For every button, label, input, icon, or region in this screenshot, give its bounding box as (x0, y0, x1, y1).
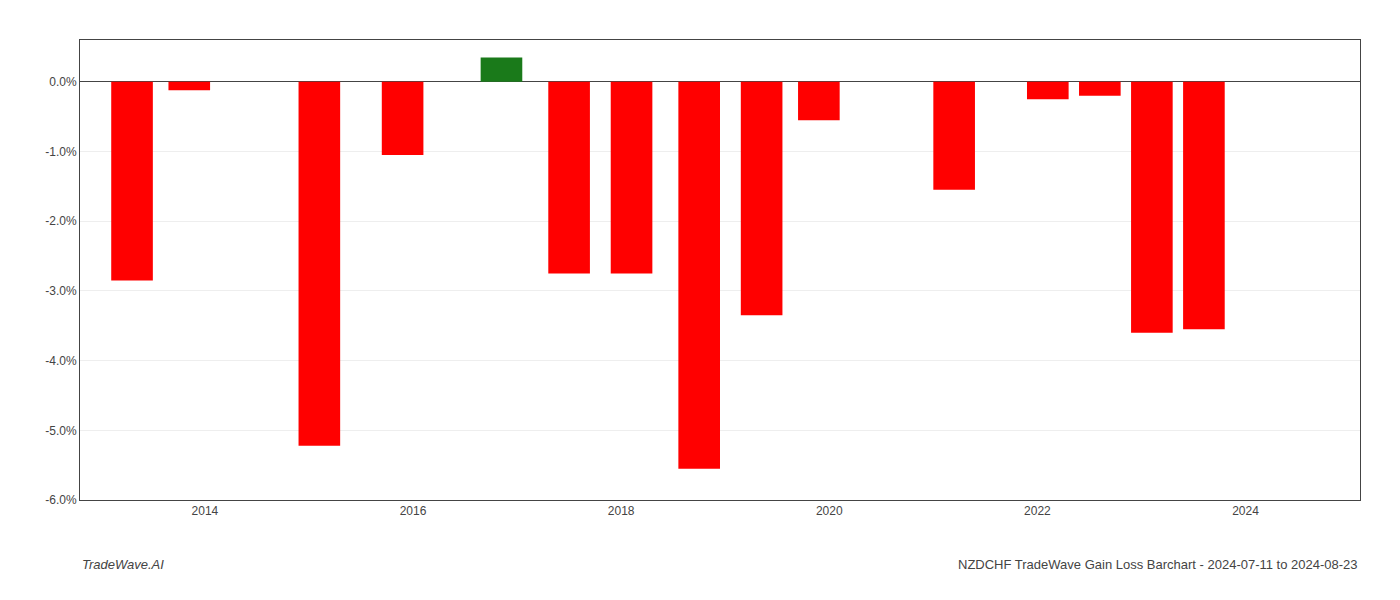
svg-text:2018: 2018 (608, 504, 635, 518)
svg-text:2022: 2022 (1024, 504, 1051, 518)
svg-text:-1.0%: -1.0% (45, 145, 77, 159)
svg-text:2020: 2020 (816, 504, 843, 518)
svg-text:-5.0%: -5.0% (45, 424, 77, 438)
svg-text:2016: 2016 (400, 504, 427, 518)
svg-text:2014: 2014 (192, 504, 219, 518)
svg-text:TradeWave.AI: TradeWave.AI (82, 557, 164, 572)
svg-text:-2.0%: -2.0% (45, 214, 77, 228)
svg-text:-4.0%: -4.0% (45, 354, 77, 368)
svg-text:0.0%: 0.0% (49, 75, 77, 89)
svg-text:-6.0%: -6.0% (45, 493, 77, 507)
svg-text:2024: 2024 (1232, 504, 1259, 518)
svg-text:NZDCHF TradeWave Gain Loss Bar: NZDCHF TradeWave Gain Loss Barchart - 20… (958, 557, 1358, 572)
svg-text:-3.0%: -3.0% (45, 284, 77, 298)
